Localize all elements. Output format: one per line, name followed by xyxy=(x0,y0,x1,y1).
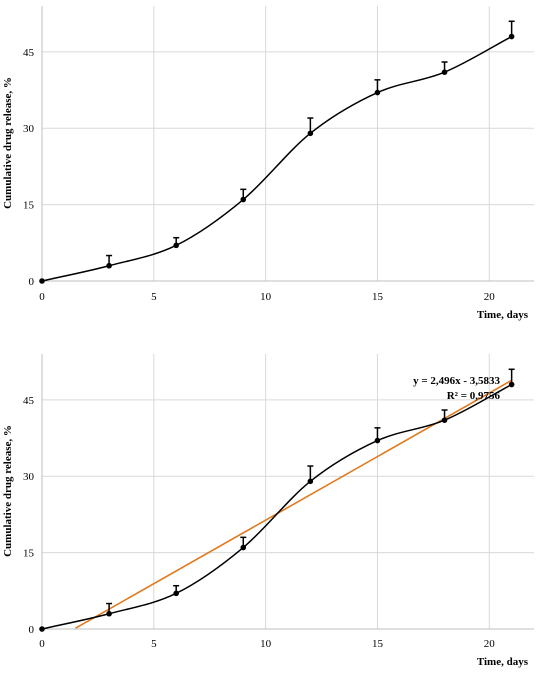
data-point xyxy=(240,544,247,551)
data-point xyxy=(441,69,448,76)
y-tick-label: 0 xyxy=(29,276,35,288)
x-axis-title: Time, days xyxy=(477,656,529,668)
chart-panel-top: 0 5 10 15 20 0 15 30 45 Time, days Cumulative drug… xyxy=(2,6,534,321)
x-tick-label: 5 xyxy=(151,638,157,650)
data-point xyxy=(173,590,179,597)
trendline-equation: y = 2,496x - 3,5833 xyxy=(413,375,500,387)
trendline xyxy=(75,379,513,629)
y-tick-label: 15 xyxy=(23,548,35,560)
x-tick-label: 0 xyxy=(39,291,45,303)
x-tick-label: 10 xyxy=(260,291,272,303)
data-point xyxy=(240,196,247,203)
data-point xyxy=(441,417,448,424)
chart-panel-bottom: 0 5 10 15 20 0 15 30 45 Time, days Cumulative drug… xyxy=(2,354,534,668)
y-tick-label: 45 xyxy=(23,395,35,407)
y-tick-label: 45 xyxy=(23,47,35,59)
x-axis-title: Time, days xyxy=(477,309,529,321)
data-point xyxy=(508,33,515,40)
data-point xyxy=(307,478,314,485)
y-tick-label: 0 xyxy=(29,624,35,636)
data-point xyxy=(39,278,45,284)
x-tick-label: 15 xyxy=(372,291,384,303)
data-point xyxy=(106,610,112,617)
data-point xyxy=(374,89,381,96)
x-tick-label: 15 xyxy=(372,638,384,650)
y-tick-label: 15 xyxy=(23,200,35,212)
y-tick-label: 30 xyxy=(23,123,35,135)
data-point xyxy=(508,381,515,388)
y-axis-title: Cumulative drug release, % xyxy=(2,77,14,209)
data-point xyxy=(173,242,179,249)
x-tick-label: 20 xyxy=(484,638,496,650)
x-tick-label: 0 xyxy=(39,638,45,650)
x-tick-label: 10 xyxy=(260,638,272,650)
x-tick-label: 5 xyxy=(151,291,157,303)
y-axis-title: Cumulative drug release, % xyxy=(2,425,14,557)
y-tick-label: 30 xyxy=(23,471,35,483)
data-point xyxy=(39,626,45,632)
x-tick-label: 20 xyxy=(484,291,496,303)
series-line xyxy=(41,383,512,630)
data-point xyxy=(307,130,314,137)
data-point xyxy=(374,437,381,444)
series-line xyxy=(41,35,512,282)
data-point xyxy=(106,262,112,269)
